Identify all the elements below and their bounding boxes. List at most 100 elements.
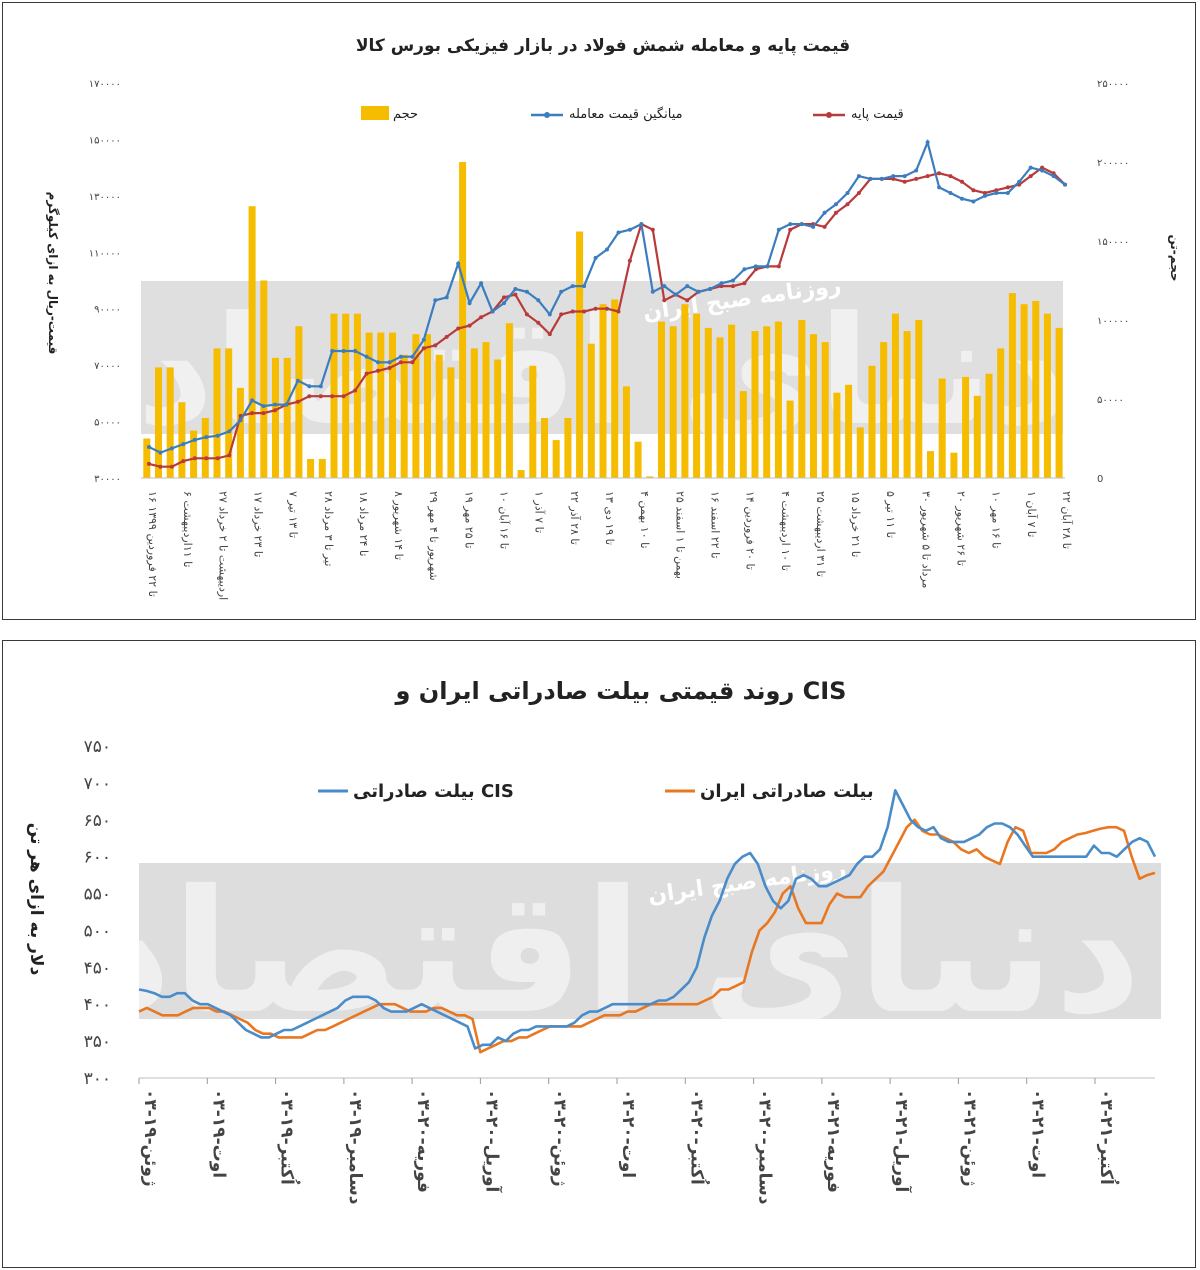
x-tick-label: ۲۵ تا ۳۱ اردیبهشت bbox=[814, 491, 827, 577]
avg-price-point bbox=[284, 402, 289, 407]
x-tick-label: ۳۰ مرداد تا ۵ شهریور bbox=[919, 491, 932, 589]
base-price-point bbox=[536, 320, 541, 325]
avg-price-point bbox=[696, 289, 701, 294]
x-tick-labels: ۱۶ تا ۲۲ فروردین ۱۳۹۹ ۶ تا ۱۱اردیبهشت ۲۷ ا… bbox=[146, 491, 1074, 600]
x-tick-label: ۲۵ بهمن تا ۱ اسفند bbox=[673, 491, 686, 579]
base-price-point bbox=[605, 306, 609, 311]
volume-bar bbox=[693, 313, 701, 478]
x-tick-label: ۰۳-دسامبر-۲۰ bbox=[755, 1089, 775, 1205]
x-tick-label: ۲۰ تا ۲۶ شهریور bbox=[955, 491, 968, 566]
x-tick-label: ۲۲ تا ۲۸ آبان bbox=[1060, 491, 1074, 549]
volume-bar bbox=[611, 299, 619, 478]
x-tick-label: ۱۶ تا ۲۲ اسفند bbox=[709, 491, 722, 559]
y2-tick-label: ۱۰۰۰۰۰ bbox=[1097, 316, 1129, 327]
avg-price-point bbox=[1063, 182, 1067, 187]
base-price-point bbox=[788, 227, 793, 232]
y2-tick-label: ۱۵۰۰۰۰ bbox=[1097, 237, 1129, 248]
base-price-point bbox=[662, 298, 667, 303]
volume-bar bbox=[833, 392, 841, 478]
volume-bar bbox=[400, 354, 408, 478]
avg-price-point bbox=[834, 202, 838, 207]
y-tick-label: ۳۰۰ bbox=[84, 1069, 111, 1089]
y-axis-label: دلار به ازای هر تن bbox=[26, 823, 46, 976]
y-tick-label: ۷۰۰۰۰ bbox=[94, 361, 121, 372]
volume-bar bbox=[552, 440, 560, 478]
base-price-point bbox=[410, 360, 415, 365]
volume-bar bbox=[927, 451, 934, 478]
volume-bar bbox=[459, 162, 467, 478]
base-price-point bbox=[570, 309, 575, 314]
tick-labels: ۳۰۰ ۳۵۰ ۴۰۰ ۴۵۰ ۵۰۰ ۵۵۰ ۶۰۰ ۶۵۰ ۷۰۰ ۷۵۰ bbox=[84, 737, 111, 1089]
y2-tick-label: 0 bbox=[1097, 474, 1103, 485]
avg-price-point bbox=[513, 287, 518, 291]
base-price-point bbox=[856, 191, 861, 195]
base-price-point bbox=[192, 456, 197, 461]
base-price-point bbox=[914, 176, 919, 181]
volume-bar bbox=[272, 357, 279, 478]
x-tick-label: ۰۳-آوریل-۲۰ bbox=[481, 1089, 503, 1194]
base-price-point bbox=[250, 411, 255, 416]
x-tick-label: ۴ تا ۱۰ بهمن bbox=[638, 491, 651, 549]
base-price-point bbox=[456, 326, 461, 331]
volume-bar bbox=[810, 334, 817, 478]
base-price-point bbox=[479, 315, 484, 320]
y-tick-label: ۳۰۰۰۰ bbox=[94, 474, 121, 485]
volume-bar bbox=[213, 348, 221, 478]
avg-price-point bbox=[673, 292, 678, 297]
base-price-point bbox=[295, 399, 300, 404]
avg-price-point bbox=[570, 284, 575, 289]
avg-price-point bbox=[982, 193, 987, 198]
avg-price-point bbox=[433, 298, 438, 303]
avg-price-point bbox=[387, 360, 392, 365]
volume-bar bbox=[786, 400, 794, 478]
avg-price-point bbox=[937, 185, 942, 190]
base-price-point bbox=[948, 174, 953, 179]
y2-tick-label: ۲۵۰۰۰۰ bbox=[1097, 79, 1129, 90]
avg-price-point bbox=[273, 402, 277, 407]
price-lines bbox=[138, 789, 1157, 1054]
volume-bar bbox=[178, 402, 186, 478]
axes bbox=[138, 1077, 1155, 1084]
volume-bar bbox=[143, 438, 151, 478]
avg-price-point bbox=[582, 284, 587, 289]
base-price-point bbox=[753, 267, 758, 272]
avg-price-point bbox=[559, 289, 564, 294]
y-tick-label: ۵۰۰ bbox=[84, 921, 111, 941]
base-price-point bbox=[742, 281, 747, 286]
x-tick-label: ۲۹ شهریور تا ۴ مهر bbox=[427, 491, 440, 581]
volume-bar bbox=[470, 348, 478, 478]
volume-bar bbox=[166, 367, 174, 478]
x-tick-label: ۱۷ تا ۲۳ خرداد bbox=[252, 491, 265, 557]
avg-price-point bbox=[421, 337, 426, 342]
avg-price-point bbox=[410, 354, 415, 359]
base-price-point bbox=[960, 179, 964, 184]
volume-bar bbox=[997, 348, 1005, 478]
y2-tick-label: ۵۰۰۰۰ bbox=[1097, 395, 1124, 406]
price-lines bbox=[147, 138, 1067, 469]
y-tick-label: ۴۰۰ bbox=[84, 995, 111, 1015]
avg-price-point bbox=[398, 354, 403, 359]
volume-bar bbox=[201, 418, 209, 478]
base-price-point bbox=[421, 346, 426, 351]
y-tick-label: ۵۵۰ bbox=[84, 885, 111, 905]
avg-price-point bbox=[490, 309, 495, 314]
base-price-point bbox=[627, 258, 632, 263]
volume-bar bbox=[529, 365, 537, 478]
volume-bar bbox=[763, 326, 771, 478]
x-tick-label: ۱۵ تا ۲۱ خرداد bbox=[849, 491, 862, 557]
avg-price-point bbox=[1051, 174, 1056, 179]
avg-price-point bbox=[925, 140, 930, 145]
x-tick-label: ۴ تا ۱۰ اردیبهشت bbox=[779, 491, 792, 571]
base-price-point bbox=[650, 227, 655, 232]
legend-avg-marker bbox=[544, 112, 550, 118]
y-tick-label: ۷۰۰ bbox=[84, 774, 111, 794]
x-tick-label: ۶ تا ۱۱اردیبهشت bbox=[181, 491, 194, 568]
volume-bar bbox=[576, 231, 584, 478]
y-axis-label: قیمت-ریال به ازای کیلوگرم bbox=[45, 192, 60, 355]
base-price-point bbox=[902, 179, 907, 184]
avg-price-point bbox=[158, 450, 163, 455]
base-price-point bbox=[834, 210, 838, 215]
legend-volume-swatch bbox=[361, 106, 389, 120]
volume-bar bbox=[424, 334, 431, 478]
